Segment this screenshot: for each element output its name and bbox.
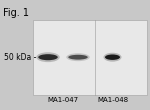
Ellipse shape <box>38 54 58 60</box>
Ellipse shape <box>103 53 122 62</box>
Ellipse shape <box>66 53 90 61</box>
Ellipse shape <box>36 52 60 62</box>
Ellipse shape <box>105 54 120 60</box>
Text: Fig. 1: Fig. 1 <box>3 8 29 18</box>
Text: 50 kDa -: 50 kDa - <box>4 53 37 62</box>
FancyBboxPatch shape <box>33 20 147 95</box>
Text: MA1-048: MA1-048 <box>97 97 128 103</box>
Text: MA1-047: MA1-047 <box>47 97 79 103</box>
Ellipse shape <box>68 55 88 60</box>
